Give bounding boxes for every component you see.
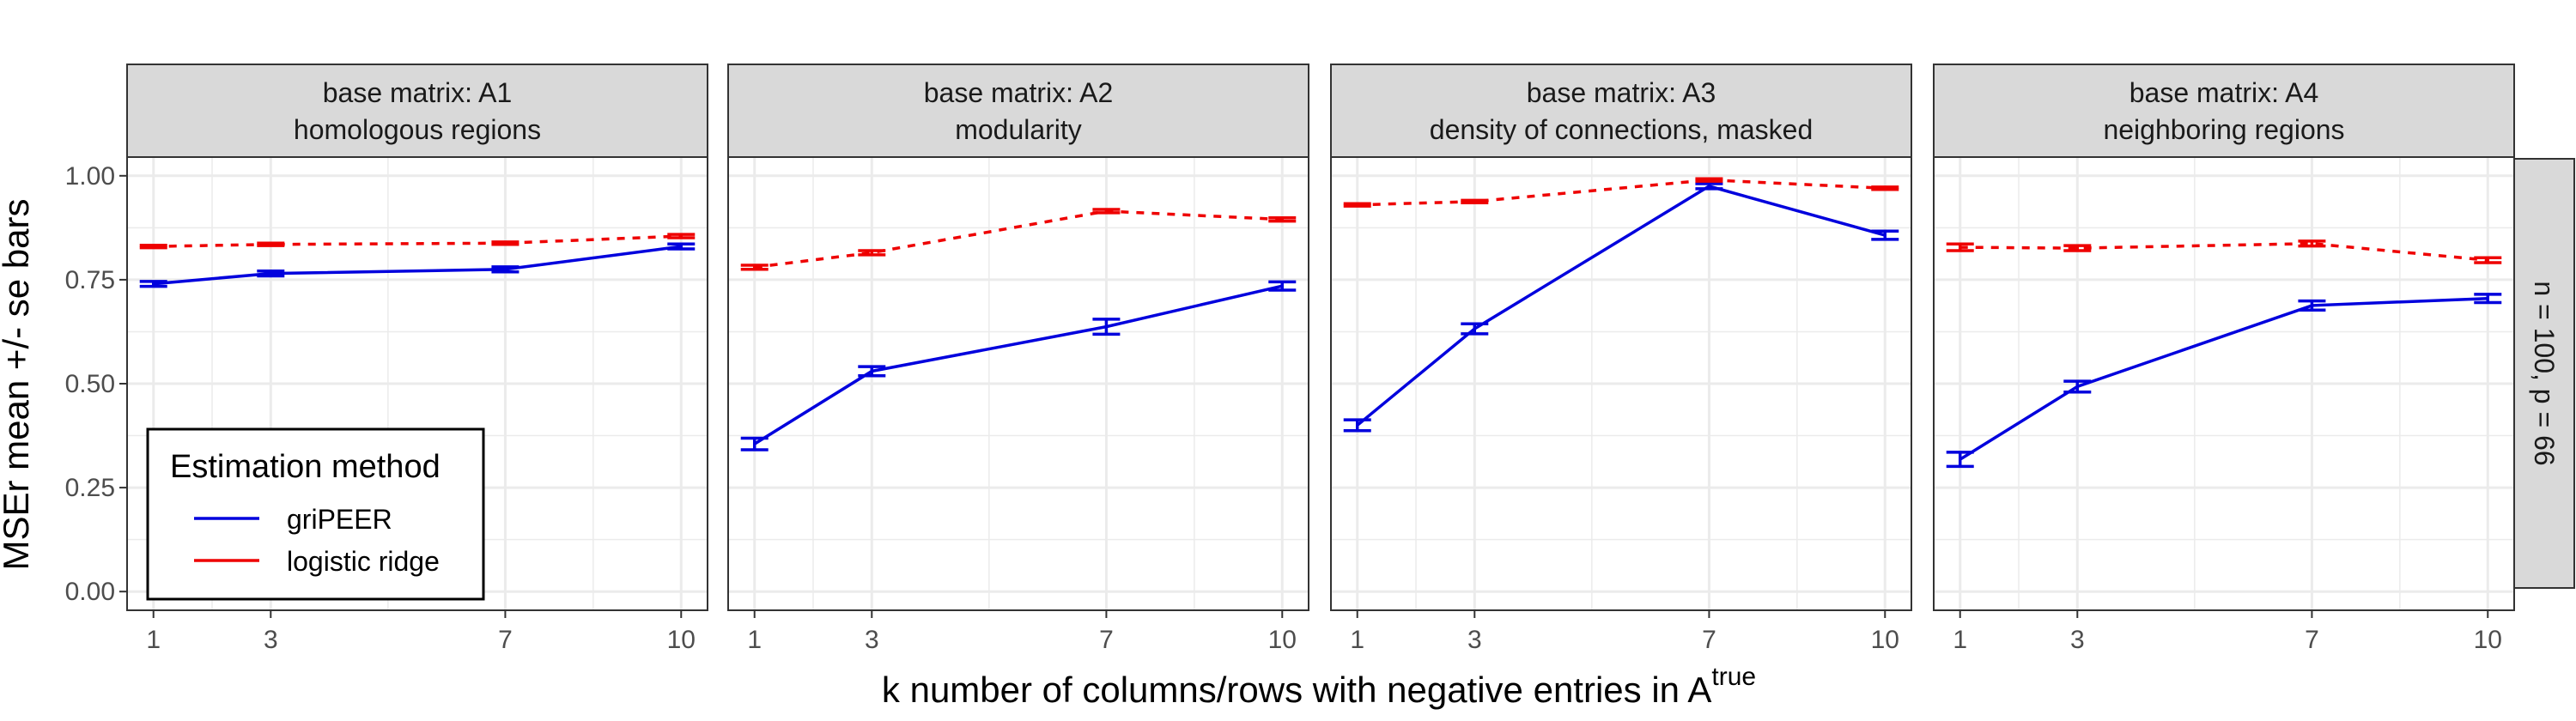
panel-strip-background (1330, 64, 1912, 158)
series-line-gripeer (753, 284, 1283, 445)
series-line-logistic-ridge (1959, 242, 2488, 262)
row-strip: n = 100, p = 66 (2513, 158, 2575, 589)
panel-strip-subtitle: homologous regions (294, 114, 541, 145)
errorbar-logistic-ridge (1871, 185, 1899, 191)
y-tick-label: 0.00 (65, 578, 115, 606)
legend-label-logistic-ridge: logistic ridge (287, 546, 440, 577)
errorbar-logistic-ridge (1343, 202, 1371, 208)
y-tick-label: 0.75 (65, 266, 115, 294)
x-tick-label: 1 (747, 626, 762, 654)
panel-border (727, 156, 1309, 611)
legend-box (146, 427, 485, 601)
errorbar-logistic-ridge (1092, 208, 1121, 215)
errorbar-gripeer (491, 265, 519, 274)
panel-a2: base matrix: A2 modularity 1 3 7 10 (727, 64, 1309, 654)
errorbar-logistic-ridge (139, 243, 167, 250)
series-line-gripeer (153, 245, 682, 286)
x-tick-label: 1 (146, 626, 161, 654)
errorbar-logistic-ridge (2063, 244, 2092, 252)
errorbar-gripeer (2063, 379, 2092, 394)
errorbar-gripeer (1092, 318, 1121, 336)
panel-strip-background (126, 64, 708, 158)
x-tick-label: 10 (1268, 626, 1297, 654)
errorbar-logistic-ridge (257, 241, 285, 247)
y-axis-title: MSEr mean +/- se bars (0, 199, 36, 571)
legend-label-gripeer: griPEER (287, 504, 392, 535)
x-tick-label: 7 (498, 626, 513, 654)
errorbar-logistic-ridge (1461, 198, 1489, 205)
errorbar-gripeer (2298, 299, 2326, 312)
x-axis-title-main: k number of columns/rows with negative e… (882, 670, 1711, 710)
series-line-gripeer (1959, 296, 2488, 461)
panel-a4: base matrix: A4 neighboring regions 1 3 7 10 (1933, 64, 2515, 654)
series-line-logistic-ridge (153, 234, 682, 248)
legend: Estimation method griPEER logistic ridge (146, 427, 485, 601)
errorbar-gripeer (1871, 229, 1899, 241)
panel-border (1330, 156, 1912, 611)
panel-strip-subtitle: neighboring regions (2103, 114, 2344, 145)
x-tick-label: 7 (1702, 626, 1716, 654)
x-tick-label: 10 (667, 626, 696, 654)
errorbar-gripeer (1946, 451, 1974, 469)
series-line-logistic-ridge (1357, 178, 1886, 207)
panel-strip-title: base matrix: A4 (2129, 77, 2319, 108)
errorbar-logistic-ridge (2298, 239, 2326, 248)
errorbar-gripeer (2474, 293, 2502, 305)
errorbar-gripeer (1343, 418, 1371, 433)
errorbar-logistic-ridge (740, 264, 769, 271)
x-tick-label: 3 (865, 626, 879, 654)
row-strip-label: n = 100, p = 66 (2529, 281, 2560, 465)
x-axis-title: k number of columns/rows with negative e… (882, 663, 1756, 710)
series-line-gripeer (1356, 185, 1886, 427)
panels: base matrix: A1 homologous regions 1 3 7 10 0.… (65, 64, 2515, 654)
errorbar-logistic-ridge (1695, 177, 1723, 183)
x-axis-title-superscript: true (1711, 663, 1756, 691)
errorbar-gripeer (139, 280, 167, 288)
errorbar-logistic-ridge (858, 249, 886, 257)
errorbar-gripeer (667, 242, 696, 251)
legend-title: Estimation method (170, 449, 440, 485)
errorbar-logistic-ridge (1268, 215, 1297, 223)
errorbar-logistic-ridge (667, 233, 696, 239)
x-tick-label: 7 (1099, 626, 1114, 654)
x-tick-label: 3 (2070, 626, 2085, 654)
y-tick-label: 0.25 (65, 474, 115, 502)
panel-strip-background (1933, 64, 2515, 158)
errorbar-logistic-ridge (491, 240, 519, 246)
errorbar-gripeer (257, 269, 285, 278)
panel-a3: base matrix: A3 density of connections, m… (1330, 64, 1912, 654)
series-line-logistic-ridge (754, 209, 1283, 270)
x-tick-label: 3 (1467, 626, 1482, 654)
y-tick-label: 0.50 (65, 370, 115, 398)
x-tick-label: 10 (2474, 626, 2502, 654)
panel-strip-subtitle: modularity (955, 114, 1082, 145)
x-tick-label: 1 (1953, 626, 1967, 654)
y-tick-label: 1.00 (65, 162, 115, 191)
panel-a1: base matrix: A1 homologous regions 1 3 7 10 0.… (65, 64, 708, 654)
errorbar-logistic-ridge (2474, 256, 2502, 264)
panel-strip-title: base matrix: A3 (1527, 77, 1716, 108)
panel-strip-title: base matrix: A1 (323, 77, 513, 108)
errorbar-gripeer (1695, 182, 1723, 191)
errorbar-logistic-ridge (1946, 242, 1974, 252)
errorbar-gripeer (1461, 322, 1489, 336)
x-tick-label: 1 (1350, 626, 1364, 654)
errorbar-gripeer (1268, 280, 1297, 292)
errorbar-gripeer (858, 365, 886, 378)
x-tick-label: 3 (264, 626, 278, 654)
errorbar-gripeer (740, 436, 769, 451)
row-strip-background (2513, 158, 2575, 589)
panel-strip-subtitle: density of connections, masked (1430, 114, 1813, 145)
panel-strip-background (727, 64, 1309, 158)
x-tick-label: 10 (1871, 626, 1899, 654)
panel-strip-title: base matrix: A2 (924, 77, 1114, 108)
x-tick-label: 7 (2305, 626, 2319, 654)
